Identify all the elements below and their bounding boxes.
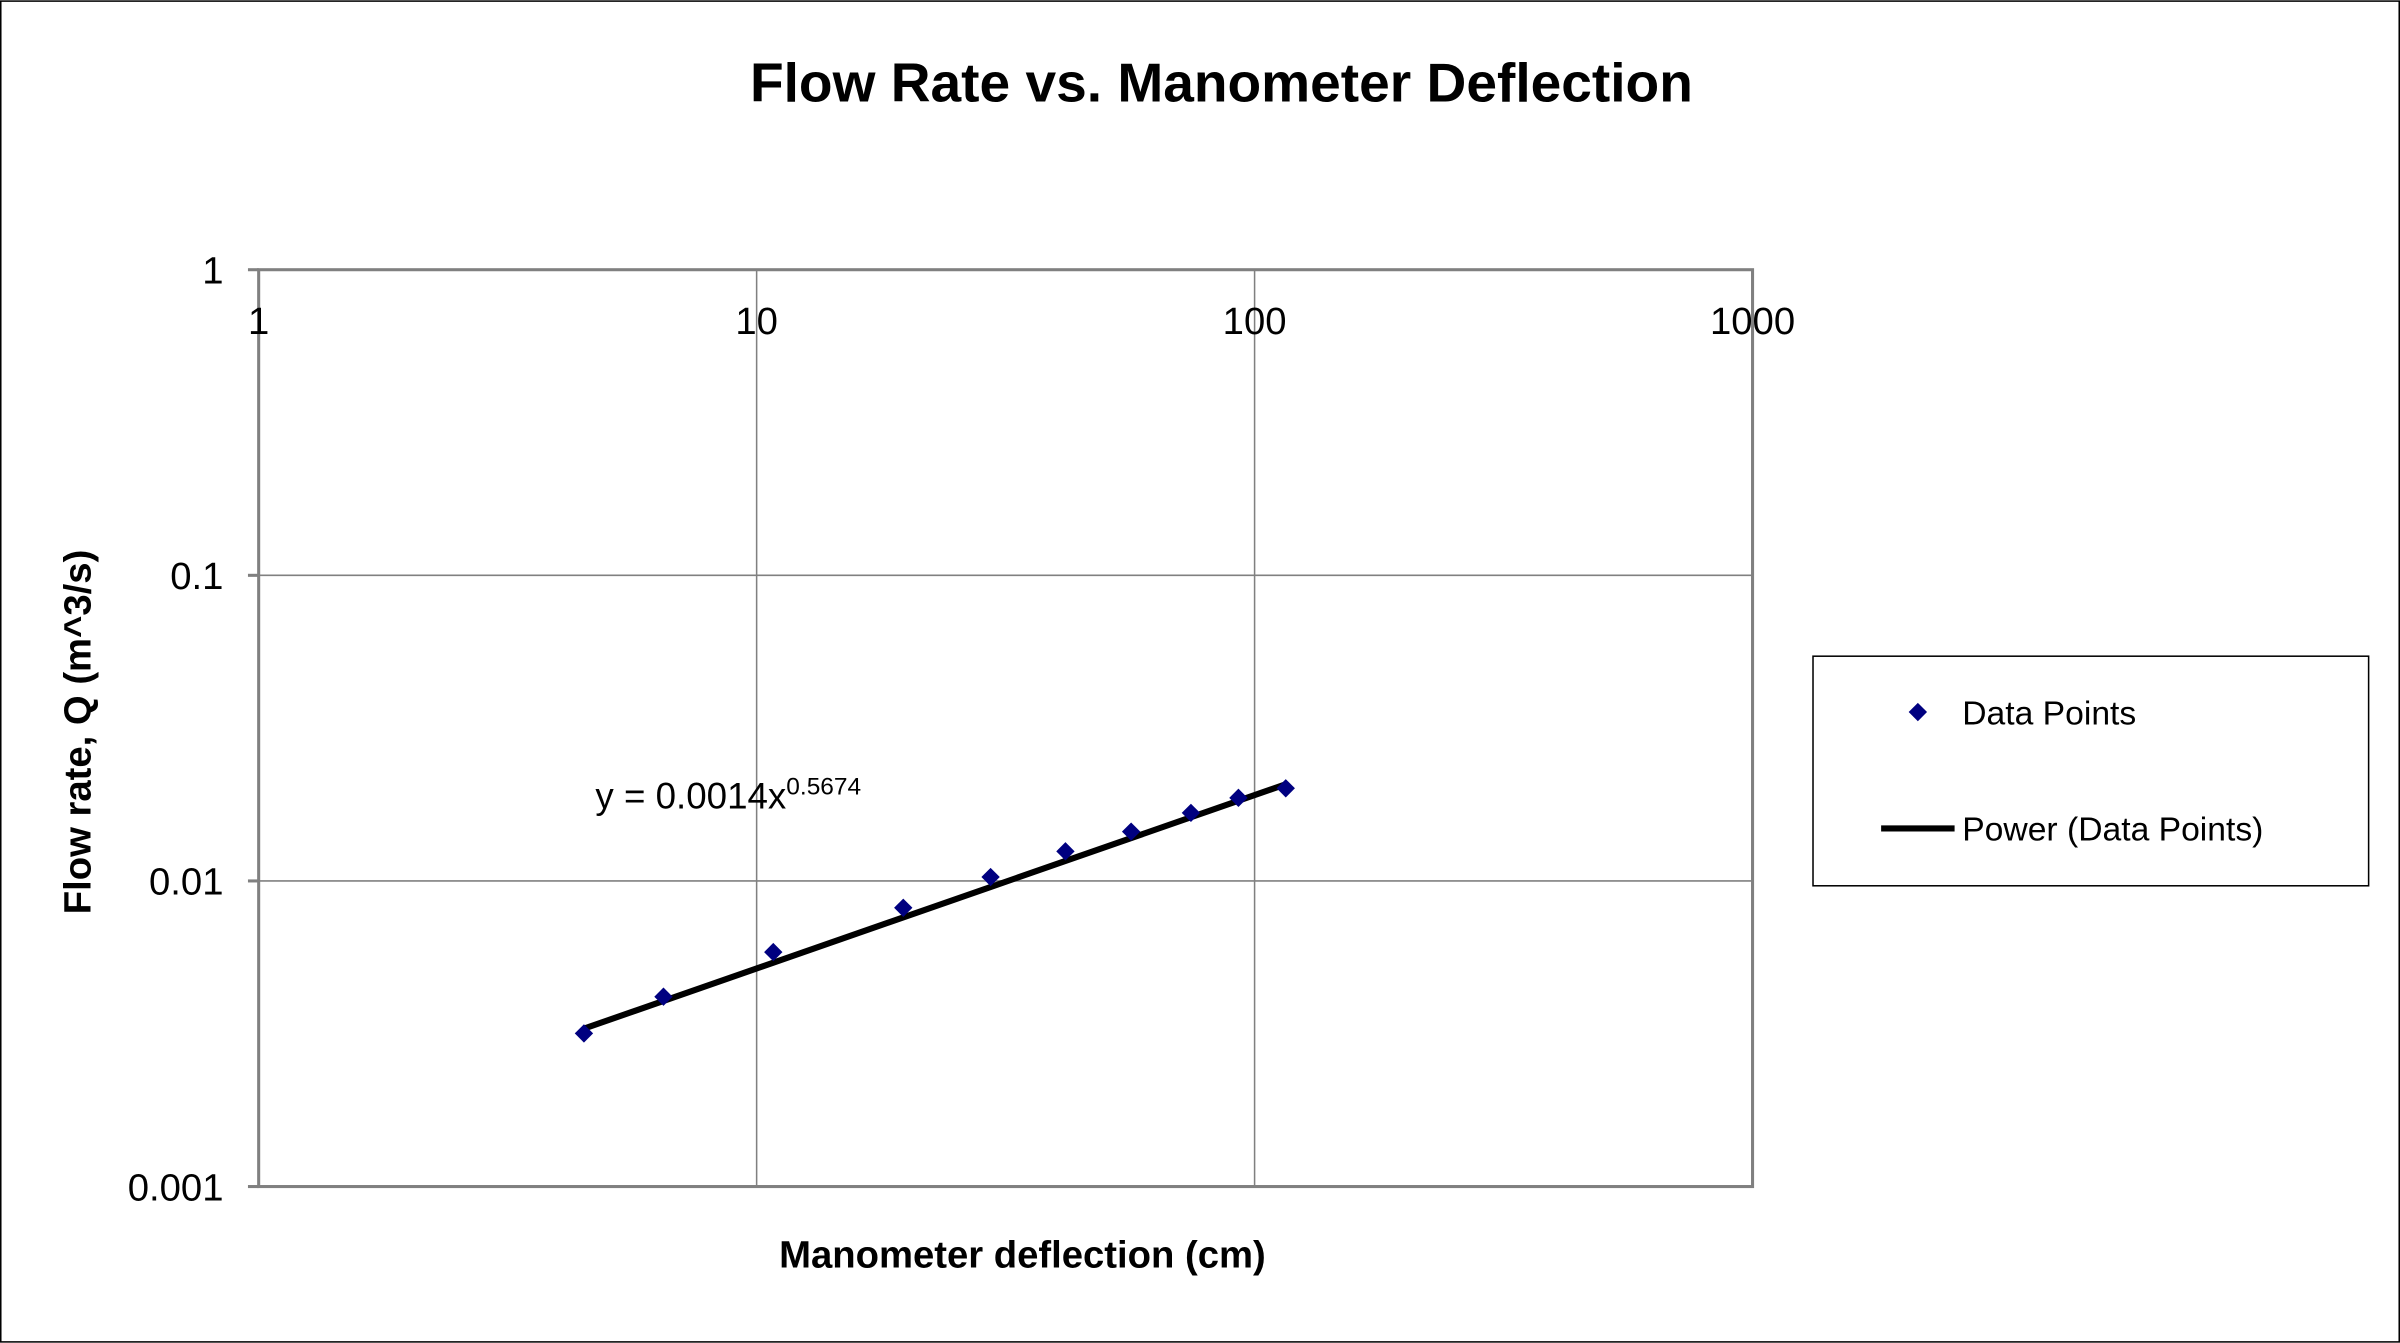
y-axis-label: Flow rate, Q (m^3/s): [56, 550, 99, 915]
tick-labels: 1 10 100 1000 1 0.1 0.01 0.001: [128, 249, 1795, 1209]
y-tick-label: 0.1: [170, 555, 223, 598]
x-axis-label: Manometer deflection (cm): [779, 1234, 1266, 1277]
data-point: [1181, 803, 1201, 823]
y-tick-label: 0.01: [149, 861, 223, 904]
data-point: [1121, 822, 1141, 841]
x-tick-label: 100: [1223, 300, 1287, 343]
legend-box: [1812, 655, 2370, 887]
data-point: [574, 1024, 594, 1043]
data-point: [1276, 779, 1295, 798]
x-tick-label: 10: [735, 300, 778, 343]
chart-title: Flow Rate vs. Manometer Deflection: [750, 51, 1693, 113]
x-tick-label: 1: [248, 300, 269, 343]
equation-base: y = 0.0014x: [595, 775, 786, 816]
y-tick-label: 0.001: [128, 1166, 224, 1209]
legend: Data Points Power (Data Points): [1812, 655, 2370, 887]
legend-data-points: Data Points: [1962, 695, 2136, 732]
data-point: [1056, 842, 1075, 861]
legend-trendline: Power (Data Points): [1962, 812, 2263, 849]
data-point: [1229, 788, 1248, 808]
trendline: [582, 781, 1287, 1032]
plot-area: [257, 268, 1755, 1189]
data-point: [981, 867, 1000, 887]
trendline-equation: y = 0.0014x0.5674: [595, 774, 861, 817]
equation-exponent: 0.5674: [786, 774, 861, 801]
y-tick-label: 1: [202, 249, 223, 292]
trendline-group: [582, 781, 1287, 1032]
data-point: [894, 898, 913, 917]
x-tick-label: 1000: [1710, 300, 1795, 343]
data-point: [654, 987, 673, 1006]
